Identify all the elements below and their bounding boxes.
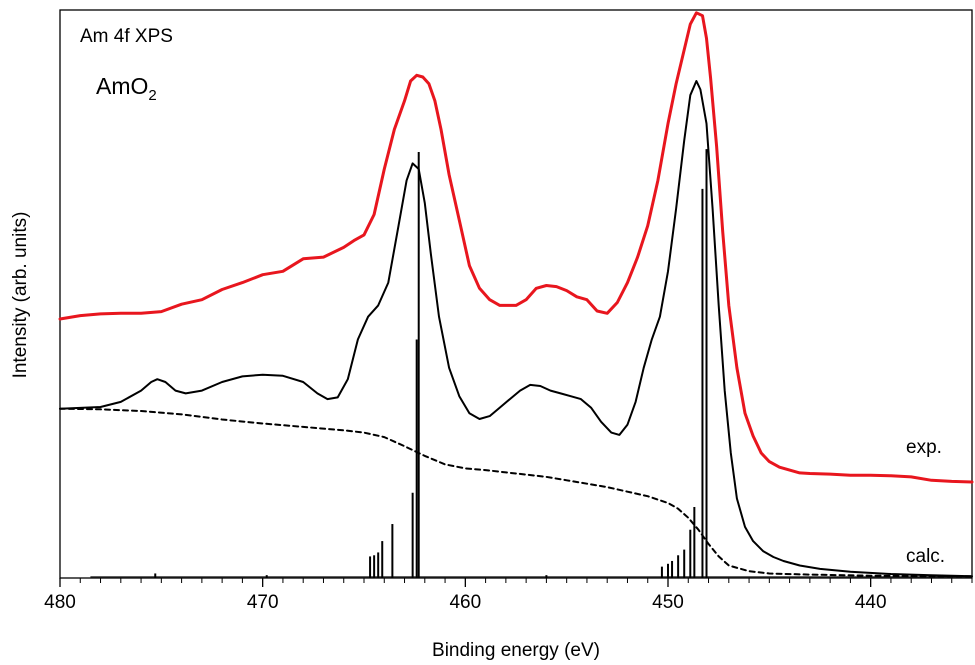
chart-title: Am 4f XPS [80, 26, 173, 47]
calc-curve-label: calc. [906, 546, 945, 567]
plot-series [58, 11, 974, 578]
exp-curve [58, 11, 974, 484]
sample-label: AmO2 [96, 73, 157, 104]
x-tick-label: 450 [652, 592, 684, 613]
exp-curve-label: exp. [906, 437, 942, 458]
y-axis-label: Intensity (arb. units) [10, 212, 31, 379]
x-axis-label: Binding energy (eV) [432, 640, 600, 661]
x-tick-label: 480 [44, 592, 76, 613]
x-tick-label: 440 [855, 592, 887, 613]
background-curve [59, 407, 973, 578]
plot-frame [59, 9, 973, 579]
x-tick-label: 460 [449, 592, 481, 613]
x-tick-label: 470 [247, 592, 279, 613]
x-axis: 480 470 460 450 440 [44, 578, 973, 613]
calc-curve [59, 80, 973, 578]
